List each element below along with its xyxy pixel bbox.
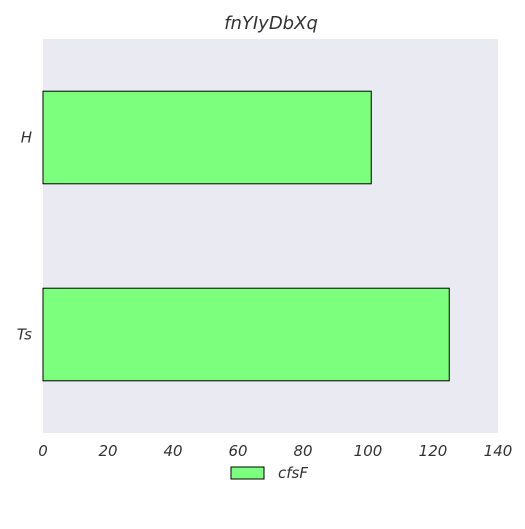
x-tick-label-60: 60: [228, 442, 247, 460]
x-tick-label-140: 140: [484, 442, 513, 460]
x-tick-label-0: 0: [38, 442, 48, 460]
y-tick-label-h: H: [21, 129, 32, 147]
bar-ts: [42, 287, 450, 382]
legend-label: cfsF: [278, 464, 308, 482]
legend: cfsF: [230, 464, 308, 482]
x-tick-label-100: 100: [354, 442, 383, 460]
bars-layer: [42, 90, 450, 382]
x-tick-label-40: 40: [163, 442, 182, 460]
x-tick-labels: 0 20 40 60 80 100 120 140: [38, 442, 512, 460]
x-tick-label-120: 120: [419, 442, 448, 460]
chart-title: fnYIyDbXq: [224, 13, 318, 34]
bar-h: [42, 90, 372, 185]
y-tick-label-ts: Ts: [17, 326, 32, 344]
x-tick-label-80: 80: [293, 442, 312, 460]
y-tick-labels: H Ts: [17, 129, 32, 344]
legend-swatch-cfsF: [230, 466, 265, 480]
x-tick-label-20: 20: [98, 442, 117, 460]
